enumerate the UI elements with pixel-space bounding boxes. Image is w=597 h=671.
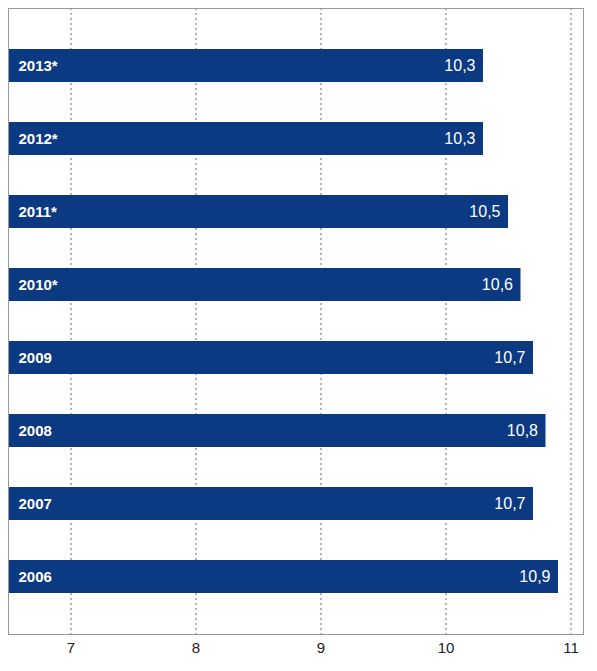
svg-text:10,8: 10,8 (507, 422, 538, 439)
svg-text:8: 8 (192, 639, 200, 656)
svg-text:10,9: 10,9 (519, 568, 550, 585)
svg-text:2006: 2006 (19, 568, 52, 585)
svg-text:11: 11 (563, 639, 579, 656)
svg-text:10,7: 10,7 (494, 495, 525, 512)
svg-text:2012*: 2012* (19, 130, 58, 147)
svg-text:2007: 2007 (19, 495, 52, 512)
svg-text:2011*: 2011* (19, 203, 58, 220)
svg-text:2008: 2008 (19, 422, 52, 439)
svg-text:2010*: 2010* (19, 276, 58, 293)
svg-text:10,3: 10,3 (444, 57, 475, 74)
svg-text:2009: 2009 (19, 349, 52, 366)
svg-text:10,3: 10,3 (444, 130, 475, 147)
svg-text:10,7: 10,7 (494, 349, 525, 366)
svg-text:10,6: 10,6 (482, 276, 513, 293)
svg-text:7: 7 (67, 639, 75, 656)
svg-text:9: 9 (317, 639, 325, 656)
svg-text:2013*: 2013* (19, 57, 58, 74)
svg-text:10,5: 10,5 (469, 203, 500, 220)
svg-text:10: 10 (438, 639, 455, 656)
